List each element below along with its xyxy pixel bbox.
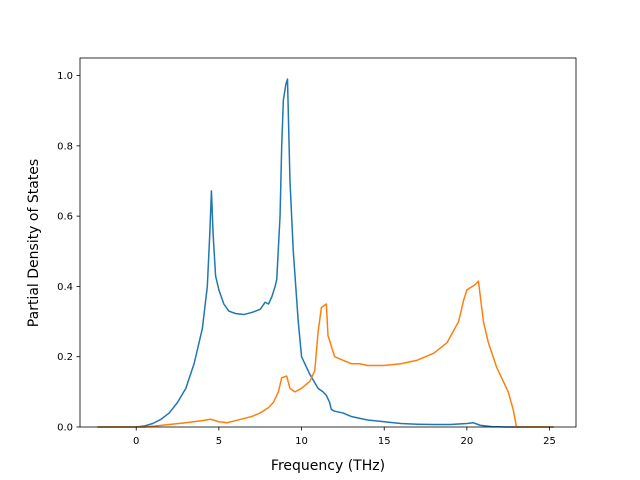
series-layer <box>97 78 554 428</box>
axes-layer: 0 5 10 15 20 25 0.0 0.2 0.4 0.6 0.8 1.0 <box>57 57 577 447</box>
y-tick-label: 0.2 <box>57 352 73 363</box>
x-tick-label: 20 <box>461 436 474 447</box>
y-tick-label: 0.4 <box>57 282 73 293</box>
x-tick-label: 10 <box>295 436 308 447</box>
y-tick-label: 0.6 <box>57 212 73 223</box>
y-tick-label: 0.8 <box>57 141 73 152</box>
plot-frame <box>79 57 577 428</box>
y-axis-label: Partial Density of States <box>26 159 42 327</box>
x-axis-label: Frequency (THz) <box>271 458 385 474</box>
series-line-1 <box>97 78 554 428</box>
series-line-2 <box>97 280 554 428</box>
x-tick-label: 15 <box>378 436 391 447</box>
y-tick-label: 0.0 <box>57 423 73 434</box>
x-tick-label: 0 <box>133 436 139 447</box>
x-tick-label: 25 <box>543 436 556 447</box>
x-tick-label: 5 <box>216 436 222 447</box>
y-tick-label: 1.0 <box>57 71 73 82</box>
